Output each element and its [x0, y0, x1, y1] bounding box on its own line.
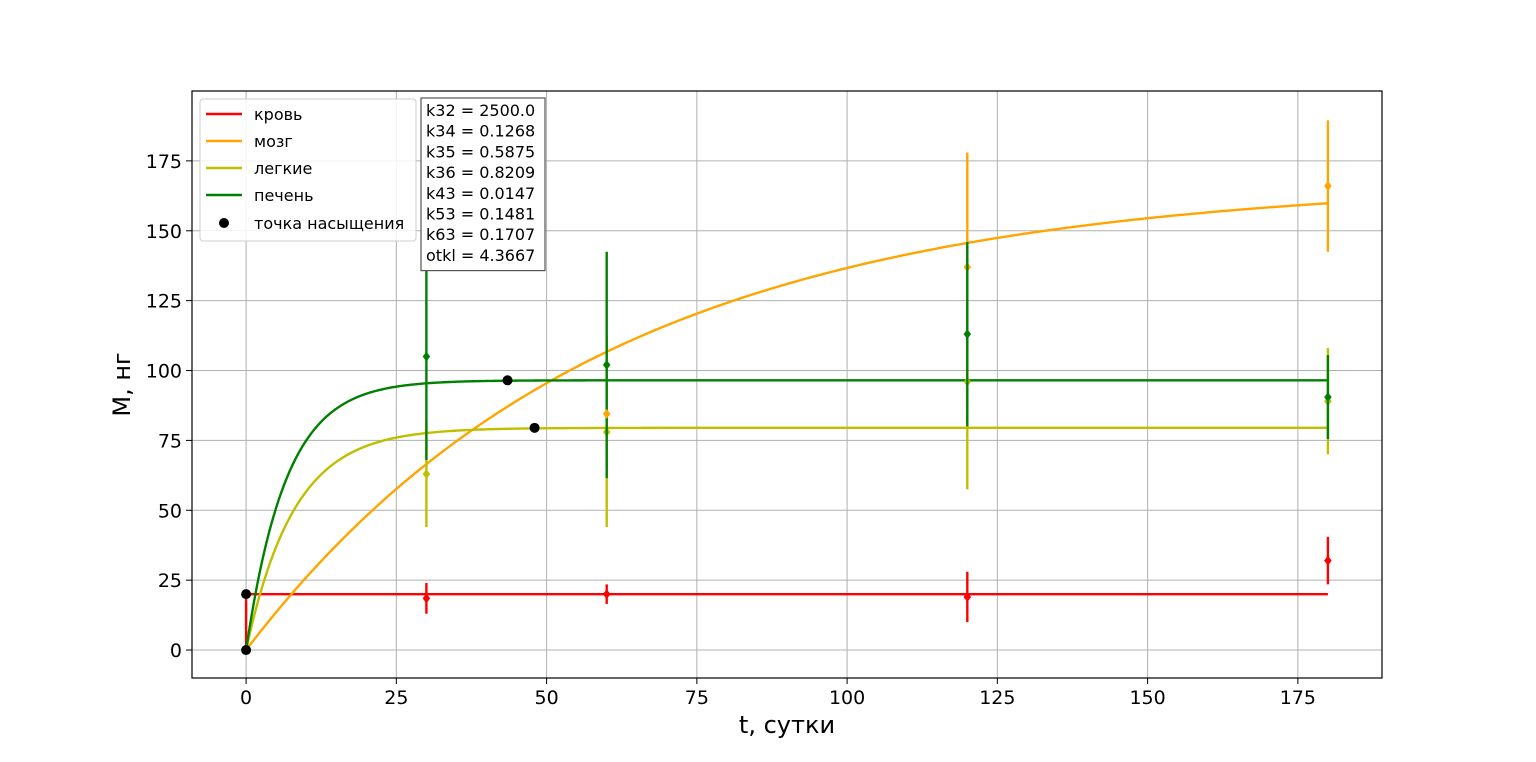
y-tick-label: 150 — [146, 221, 182, 243]
x-tick-label: 175 — [1280, 687, 1316, 709]
grid — [192, 91, 1382, 678]
parameters-frame — [420, 97, 546, 272]
x-tick-label: 0 — [240, 687, 252, 709]
legend-label: легкие — [254, 159, 312, 178]
y-tick-label: 100 — [146, 361, 182, 383]
y-tick-label: 50 — [158, 500, 182, 522]
data-point — [602, 359, 611, 370]
data-point — [1324, 555, 1332, 566]
parameter-line: k43 = 0.0147 — [426, 184, 535, 203]
saturation-point — [241, 645, 252, 656]
data-point — [422, 351, 431, 362]
legend-frame — [199, 98, 417, 242]
y-tick-label: 75 — [158, 430, 182, 452]
y-tick-label: 25 — [158, 570, 182, 592]
legend: кровь мозг легкие печень точка насыщения — [199, 98, 417, 242]
parameter-line: k34 = 0.1268 — [426, 122, 535, 141]
legend-label: печень — [254, 186, 314, 205]
legend-swatch — [219, 218, 229, 228]
x-tick-label: 25 — [384, 687, 408, 709]
data-point — [602, 408, 611, 419]
data-point — [422, 468, 431, 479]
plot-frame — [191, 90, 1383, 679]
x-tick-label: 150 — [1129, 687, 1165, 709]
saturation-point — [529, 422, 540, 433]
y-axis-ticks: 0 25 50 75 100 125 150 175 — [146, 151, 192, 662]
x-tick-label: 50 — [535, 687, 559, 709]
parameter-line: k32 = 2500.0 — [426, 101, 535, 120]
legend-label: кровь — [254, 105, 302, 124]
parameter-line: k63 = 0.1707 — [426, 225, 535, 244]
parameter-line: k35 = 0.5875 — [426, 142, 535, 161]
legend-label: точка насыщения — [254, 214, 404, 233]
saturation-point — [502, 375, 513, 386]
y-tick-label: 125 — [146, 291, 182, 313]
x-axis-ticks: 0 25 50 75 100 125 150 175 — [240, 678, 1316, 709]
parameter-line: k36 = 0.8209 — [426, 163, 535, 182]
y-tick-label: 175 — [146, 151, 182, 173]
saturation-point — [241, 589, 252, 600]
data-point — [1324, 181, 1332, 192]
error-bars — [422, 120, 1332, 623]
data-point — [602, 589, 611, 600]
y-axis-label: M, нг — [108, 352, 136, 416]
x-tick-label: 75 — [685, 687, 709, 709]
x-tick-label: 125 — [979, 687, 1015, 709]
legend-label: мозг — [254, 132, 293, 151]
saturation-points — [241, 375, 540, 656]
data-point — [963, 591, 972, 602]
x-axis-label: t, сутки — [739, 711, 835, 739]
parameter-line: k53 = 0.1481 — [426, 205, 535, 224]
data-point — [963, 329, 972, 340]
parameter-line: otkl = 4.3667 — [426, 246, 535, 265]
data-point — [422, 593, 431, 604]
y-tick-label: 0 — [170, 640, 182, 662]
x-tick-label: 100 — [829, 687, 865, 709]
data-point — [1324, 392, 1332, 403]
